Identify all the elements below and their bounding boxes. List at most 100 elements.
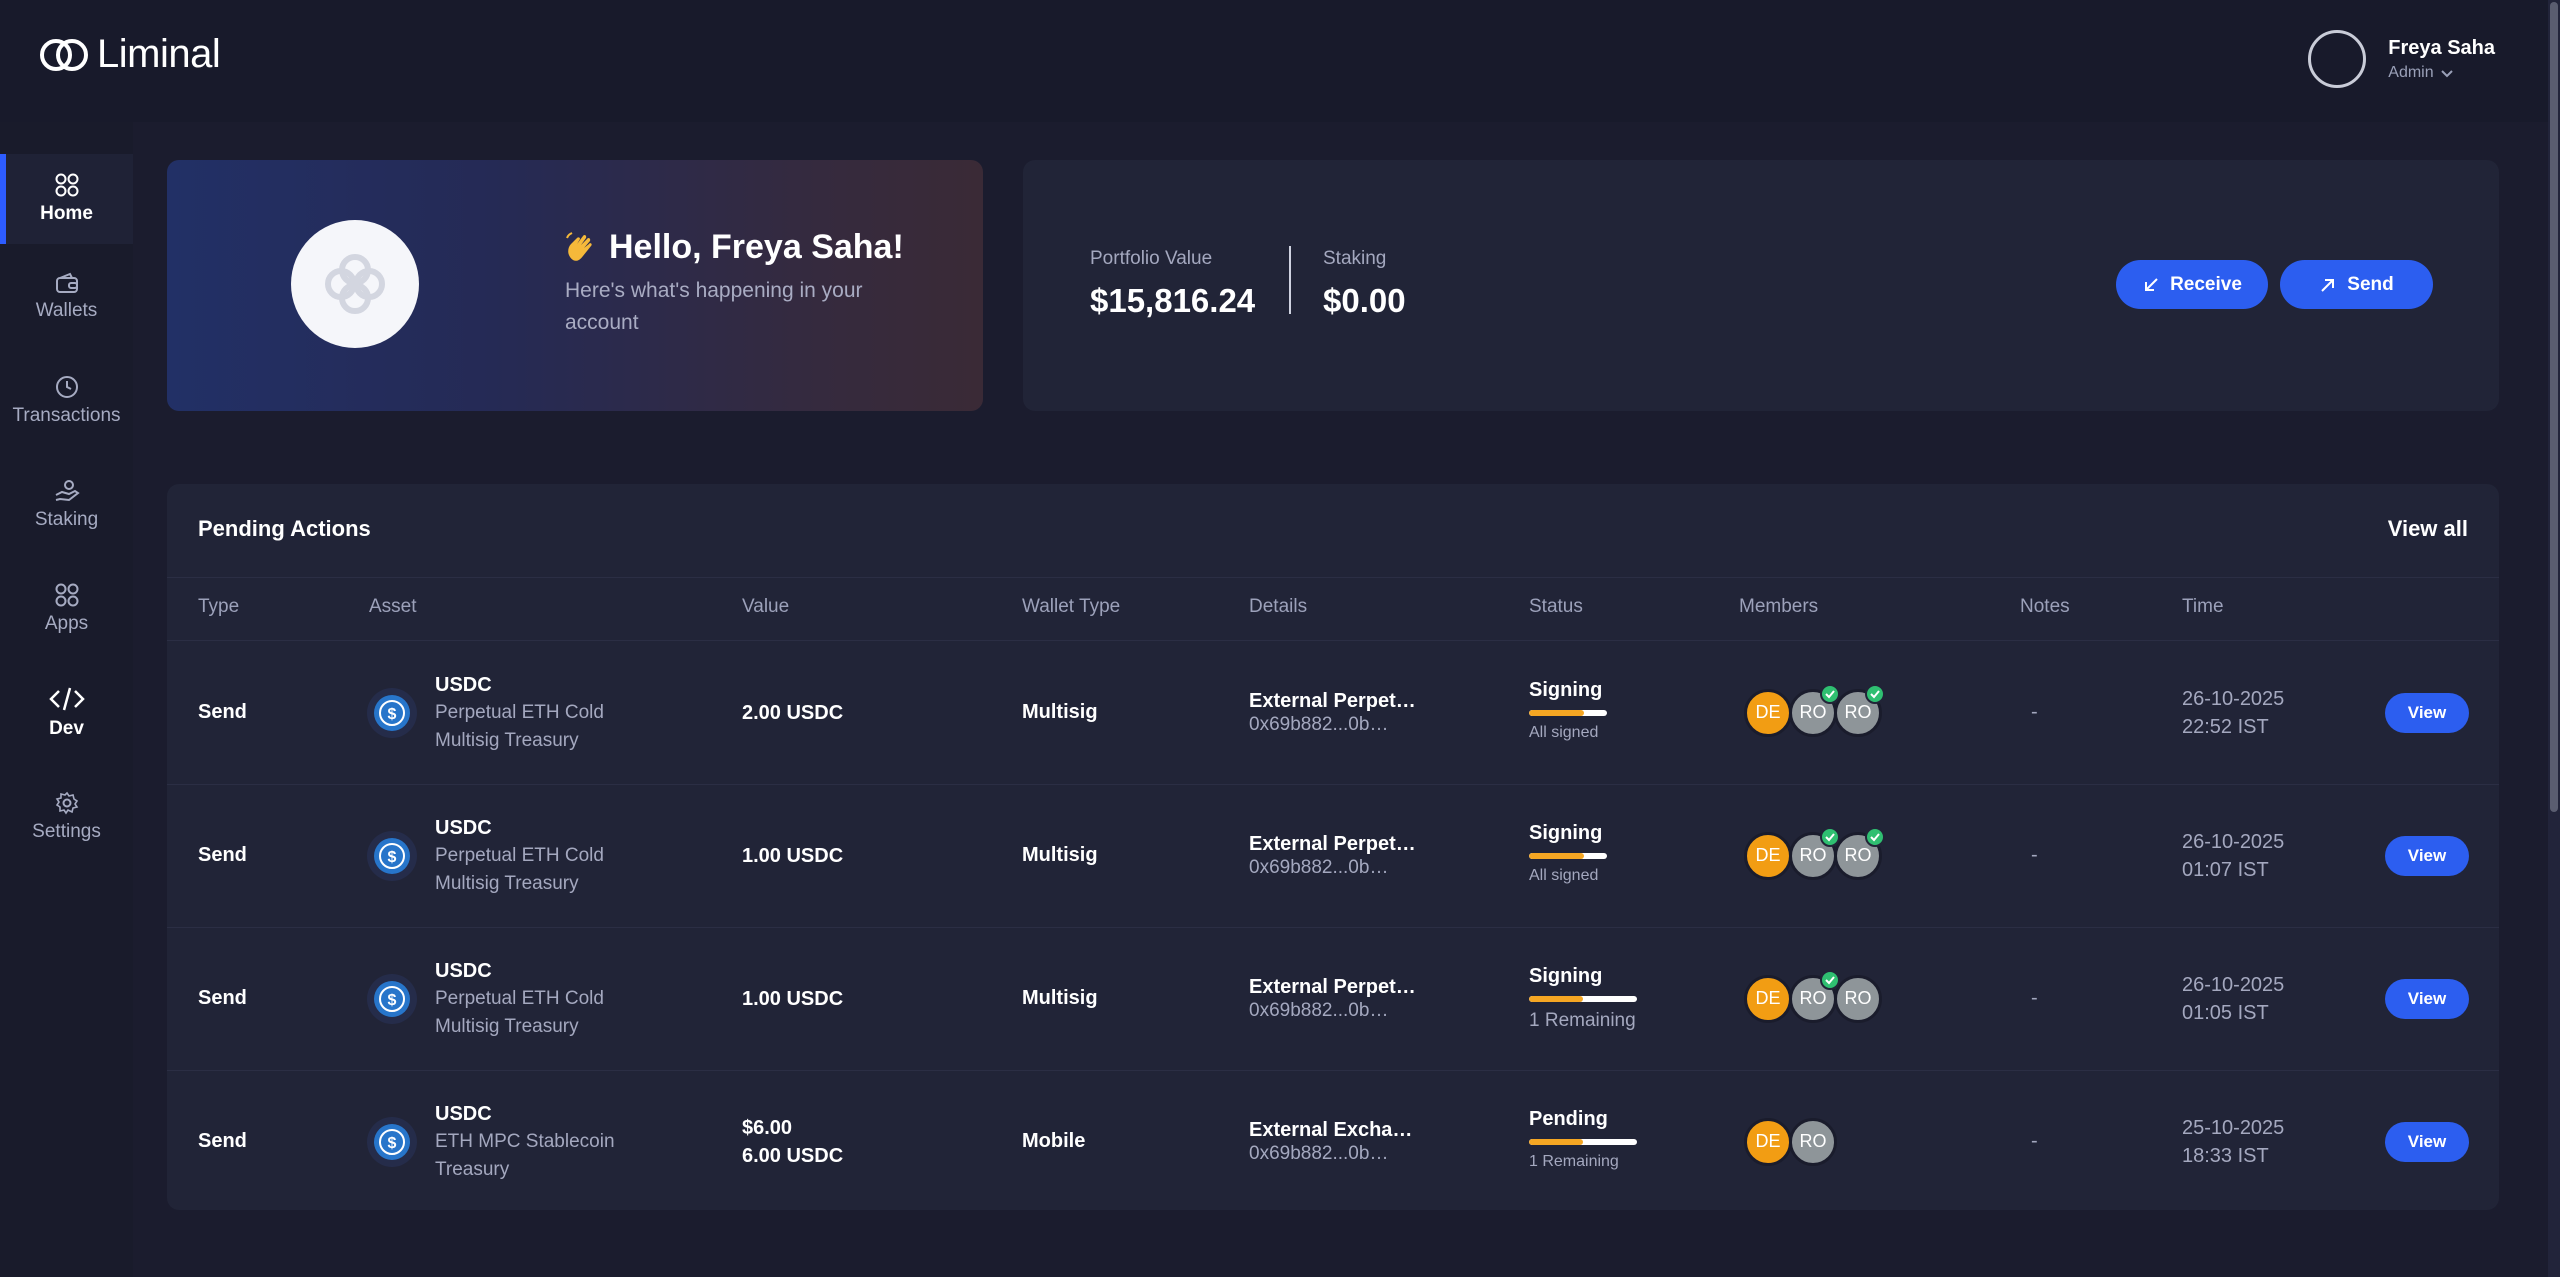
view-all-link[interactable]: View all [2387,516,2468,541]
row-asset: USDC ETH MPC Stablecoin Treasury [435,1100,635,1184]
sidebar-item-home[interactable]: Home [0,154,133,244]
member-avatar[interactable]: RO [1789,969,1840,1023]
sidebar-label-settings: Settings [32,821,101,842]
sidebar-item-settings[interactable]: Settings [0,772,133,862]
status-progress-bar [1529,709,1607,716]
status-sublabel: All signed [1529,723,1599,741]
usdc-coin-icon: $ [374,837,410,874]
status-progress-fill [1529,1138,1583,1145]
column-header-notes: Notes [2020,596,2070,617]
row-type: Send [198,700,247,723]
member-initials: RO [1844,702,1872,722]
header-row-divider [167,640,2499,641]
member-initials: DE [1755,845,1781,865]
member-avatar[interactable]: RO [1834,683,1885,737]
member-avatar[interactable]: RO [1789,683,1840,737]
row-asset: USDC Perpetual ETH Cold Multisig Treasur… [435,671,635,755]
column-header-status: Status [1529,596,1583,617]
view-button[interactable]: View [2385,978,2469,1019]
column-header-members: Members [1739,596,1819,617]
apps-grid-icon [55,583,78,607]
brand-logo[interactable]: Liminal [39,32,221,77]
row-date: 26-10-2025 [2182,687,2285,710]
pending-actions-title: Pending Actions [198,516,371,541]
receive-label: Receive [2170,273,2242,295]
row-wallet-type: Mobile [1022,1129,1086,1152]
row-details: External Perpet… 0x69b882...0b… [1249,975,1416,1023]
usdc-icon: $ [367,830,417,881]
table-row[interactable]: Send $ USDC Perpetual ETH Cold Multisig … [167,641,2499,784]
member-initials: RO [1844,845,1872,865]
greeting-heading: Hello, Freya Saha! [563,228,904,267]
row-type: Send [198,843,247,866]
avatar[interactable] [2308,30,2367,88]
sidebar-item-apps[interactable]: Apps [0,564,133,654]
member-avatar[interactable]: RO [1834,974,1882,1023]
status-sublabel: All signed [1529,866,1599,884]
user-name: Freya Saha [2388,36,2495,59]
greeting-title: Hello, Freya Saha! [609,228,904,266]
receive-button[interactable]: Receive [2116,260,2268,309]
view-button[interactable]: View [2385,835,2469,876]
asset-wallet-name: Perpetual ETH Cold Multisig Treasury [435,844,604,894]
table-row[interactable]: Send $ USDC Perpetual ETH Cold Multisig … [167,784,2499,927]
row-status: Pending 1 Remaining [1529,1108,1637,1171]
member-avatar[interactable]: RO [1789,826,1840,880]
page-scrollbar[interactable] [2548,0,2560,1277]
row-date: 26-10-2025 [2182,973,2285,996]
status-progress-fill [1529,995,1583,1002]
member-avatar[interactable]: RO [1789,1117,1837,1166]
signed-check-icon [1820,683,1840,704]
asset-name: USDC [435,1102,492,1125]
value-line: 6.00 USDC [742,1144,844,1167]
sidebar-item-staking[interactable]: Staking [0,460,133,550]
table-row[interactable]: Send $ USDC ETH MPC Stablecoin Treasury … [167,1070,2499,1210]
member-avatar[interactable]: RO [1834,826,1885,880]
signed-check-icon [1865,826,1885,847]
row-status: Signing 1 Remaining [1529,965,1637,1032]
usdc-icon: $ [367,973,417,1024]
row-type: Send [198,986,247,1009]
row-wallet-type: Multisig [1022,700,1098,723]
value-line: 1.00 USDC [742,844,844,867]
portfolio-divider [1289,246,1291,314]
svg-text:$: $ [388,1135,397,1152]
table-row[interactable]: Send $ USDC Perpetual ETH Cold Multisig … [167,927,2499,1070]
brand-name: Liminal [97,32,221,76]
details-destination: External Perpet… [1249,689,1416,712]
svg-text:$: $ [388,992,397,1009]
send-button[interactable]: Send [2280,260,2433,309]
member-initials: RO [1799,988,1827,1008]
status-progress-fill [1529,709,1584,716]
row-details: External Perpet… 0x69b882...0b… [1249,832,1416,880]
row-notes: - [2031,700,2038,723]
scrollbar-thumb[interactable] [2550,2,2558,812]
details-address: 0x69b882...0b… [1249,856,1389,878]
member-avatar[interactable]: DE [1744,831,1792,880]
row-details: External Excha… 0x69b882...0b… [1249,1118,1412,1166]
row-divider [167,1070,2499,1071]
member-avatar[interactable]: DE [1744,974,1792,1023]
status-sublabel: 1 Remaining [1529,1152,1619,1170]
sidebar-item-wallets[interactable]: Wallets [0,252,133,342]
view-button[interactable]: View [2385,692,2469,733]
greeting-card: Hello, Freya Saha! Here's what's happeni… [167,160,983,411]
sidebar-item-transactions[interactable]: Transactions [0,356,133,446]
member-avatar[interactable]: DE [1744,688,1792,737]
pending-actions-card: Pending Actions View all Type Asset Valu… [167,484,2499,1210]
view-button[interactable]: View [2385,1121,2469,1162]
code-icon [48,687,85,711]
user-role[interactable]: Admin [2388,64,2495,82]
member-avatar[interactable]: DE [1744,1117,1792,1166]
details-address: 0x69b882...0b… [1249,999,1389,1021]
row-divider [167,784,2499,785]
signed-check-icon [1820,969,1840,990]
value-line: 1.00 USDC [742,987,844,1010]
member-initials: DE [1755,988,1781,1008]
row-notes: - [2031,986,2038,1009]
sidebar-item-dev[interactable]: Dev [0,668,133,758]
status-label: Signing [1529,964,1603,987]
row-value: $6.00 6.00 USDC [742,1114,843,1170]
row-time: 26-10-2025 22:52 IST [2182,685,2284,741]
user-menu[interactable]: Freya Saha Admin [2308,30,2495,88]
